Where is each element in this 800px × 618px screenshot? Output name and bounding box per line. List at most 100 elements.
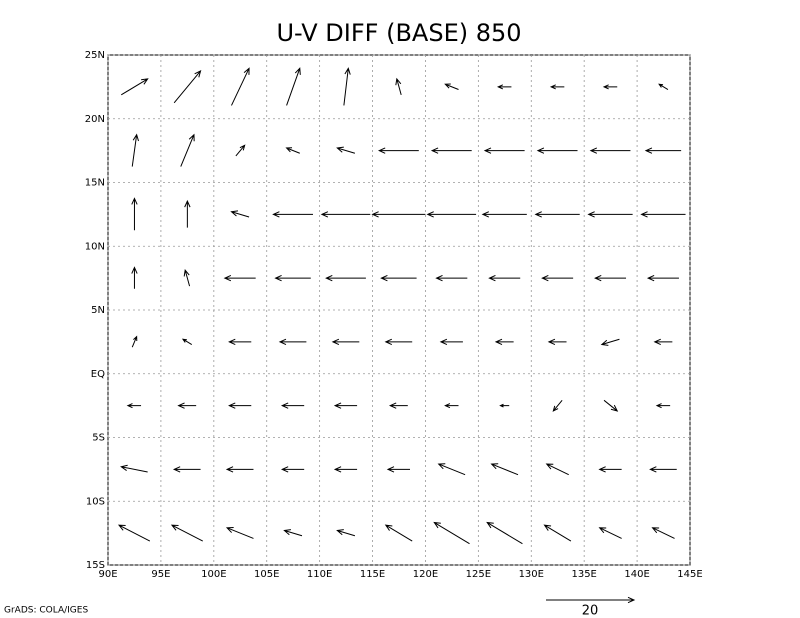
- wind-vector: [640, 211, 686, 218]
- wind-vector: [496, 84, 512, 90]
- wind-vector: [181, 338, 193, 345]
- wind-vector: [120, 464, 148, 473]
- wind-vector: [371, 211, 426, 218]
- wind-vector: [651, 527, 675, 539]
- x-tick-label: 140E: [624, 569, 649, 580]
- wind-vector: [598, 466, 622, 473]
- wind-vector: [644, 147, 682, 154]
- x-tick-label: 110E: [307, 569, 332, 580]
- wind-vector: [444, 83, 459, 90]
- wind-vector: [228, 338, 252, 346]
- wind-vector: [426, 211, 477, 218]
- x-tick-label: 145E: [677, 569, 702, 580]
- wind-vector: [343, 67, 351, 106]
- y-tick-label: 20N: [85, 114, 105, 125]
- wind-vector: [377, 147, 419, 154]
- x-tick-label: 115E: [360, 569, 385, 580]
- y-tick-label: 10S: [86, 496, 105, 507]
- wind-vector: [395, 77, 402, 95]
- wind-vector: [120, 78, 149, 96]
- wind-vector: [603, 399, 619, 412]
- wind-vector: [589, 147, 631, 154]
- wind-vector: [131, 335, 138, 348]
- reference-label: 20: [582, 604, 599, 618]
- wind-vector: [380, 274, 417, 282]
- wind-vector: [602, 84, 618, 90]
- wind-vector: [325, 274, 366, 282]
- wind-vector: [483, 147, 525, 154]
- x-tick-label: 100E: [201, 569, 226, 580]
- wind-vector: [534, 211, 580, 218]
- wind-vector: [430, 147, 472, 154]
- wind-vector: [228, 402, 252, 409]
- wind-vector: [494, 338, 514, 346]
- y-tick-label: 15N: [85, 178, 105, 189]
- wind-vector: [435, 274, 468, 282]
- y-tick-label: 10N: [85, 241, 105, 252]
- y-tick-label: 5N: [91, 305, 105, 316]
- wind-vector: [131, 133, 139, 167]
- wind-vector: [587, 211, 633, 218]
- wind-vector: [490, 463, 519, 476]
- wind-vector: [336, 146, 356, 154]
- reference-vector: [546, 596, 636, 604]
- footer: GrADS: COLA/IGES: [4, 606, 88, 616]
- wind-vector: [131, 266, 138, 289]
- wind-vector: [333, 466, 358, 473]
- wind-vector: [433, 521, 470, 545]
- wind-vector: [552, 400, 563, 412]
- wind-vector: [170, 524, 203, 542]
- wind-vector: [594, 274, 627, 282]
- y-tick-label: EQ: [91, 369, 105, 380]
- wind-vector: [336, 529, 356, 537]
- wind-vector: [278, 338, 307, 346]
- wind-vector: [184, 199, 191, 228]
- wind-vector: [384, 524, 413, 542]
- y-tick-label: 25N: [85, 50, 105, 61]
- wind-vector: [131, 197, 138, 231]
- wind-vector: [272, 211, 313, 218]
- wind-vector: [600, 338, 620, 346]
- x-tick-label: 130E: [519, 569, 544, 580]
- wind-vector: [231, 67, 250, 106]
- x-tick-label: 135E: [571, 569, 596, 580]
- wind-vector: [180, 133, 195, 167]
- wind-vector: [172, 466, 201, 473]
- wind-vector: [444, 403, 459, 409]
- wind-vector: [280, 402, 305, 409]
- wind-vector: [225, 527, 254, 539]
- wind-vector: [235, 144, 246, 157]
- wind-vector: [225, 466, 254, 473]
- wind-vector: [283, 529, 303, 537]
- wind-vector: [280, 466, 305, 473]
- x-tick-label: 125E: [466, 569, 491, 580]
- chart-title: U-V DIFF (BASE) 850: [276, 19, 521, 47]
- wind-vector: [183, 268, 191, 287]
- x-tick-label: 90E: [98, 569, 117, 580]
- wind-vector: [488, 274, 521, 282]
- wind-vector: [655, 403, 671, 409]
- wind-vector: [386, 466, 410, 473]
- wind-vector: [646, 274, 679, 282]
- wind-vector: [126, 403, 142, 409]
- x-tick-label: 95E: [151, 569, 170, 580]
- x-tick-label: 105E: [254, 569, 279, 580]
- wind-vector: [543, 524, 572, 542]
- wind-vector: [437, 463, 466, 476]
- wind-vector: [549, 84, 565, 90]
- wind-vector: [223, 274, 256, 282]
- wind-vector: [230, 210, 250, 218]
- wind-vector: [320, 211, 371, 218]
- wind-vector: [658, 83, 669, 90]
- wind-vector: [117, 524, 151, 542]
- wind-vector: [598, 527, 622, 539]
- wind-vector: [333, 402, 358, 409]
- wind-vector: [545, 463, 569, 476]
- x-tick-label: 120E: [413, 569, 438, 580]
- wind-vector: [486, 521, 523, 545]
- wind-vector: [536, 147, 578, 154]
- y-tick-label: 15S: [86, 560, 105, 571]
- wind-vector: [541, 274, 574, 282]
- wind-vector: [384, 338, 413, 346]
- wind-vector: [286, 67, 301, 106]
